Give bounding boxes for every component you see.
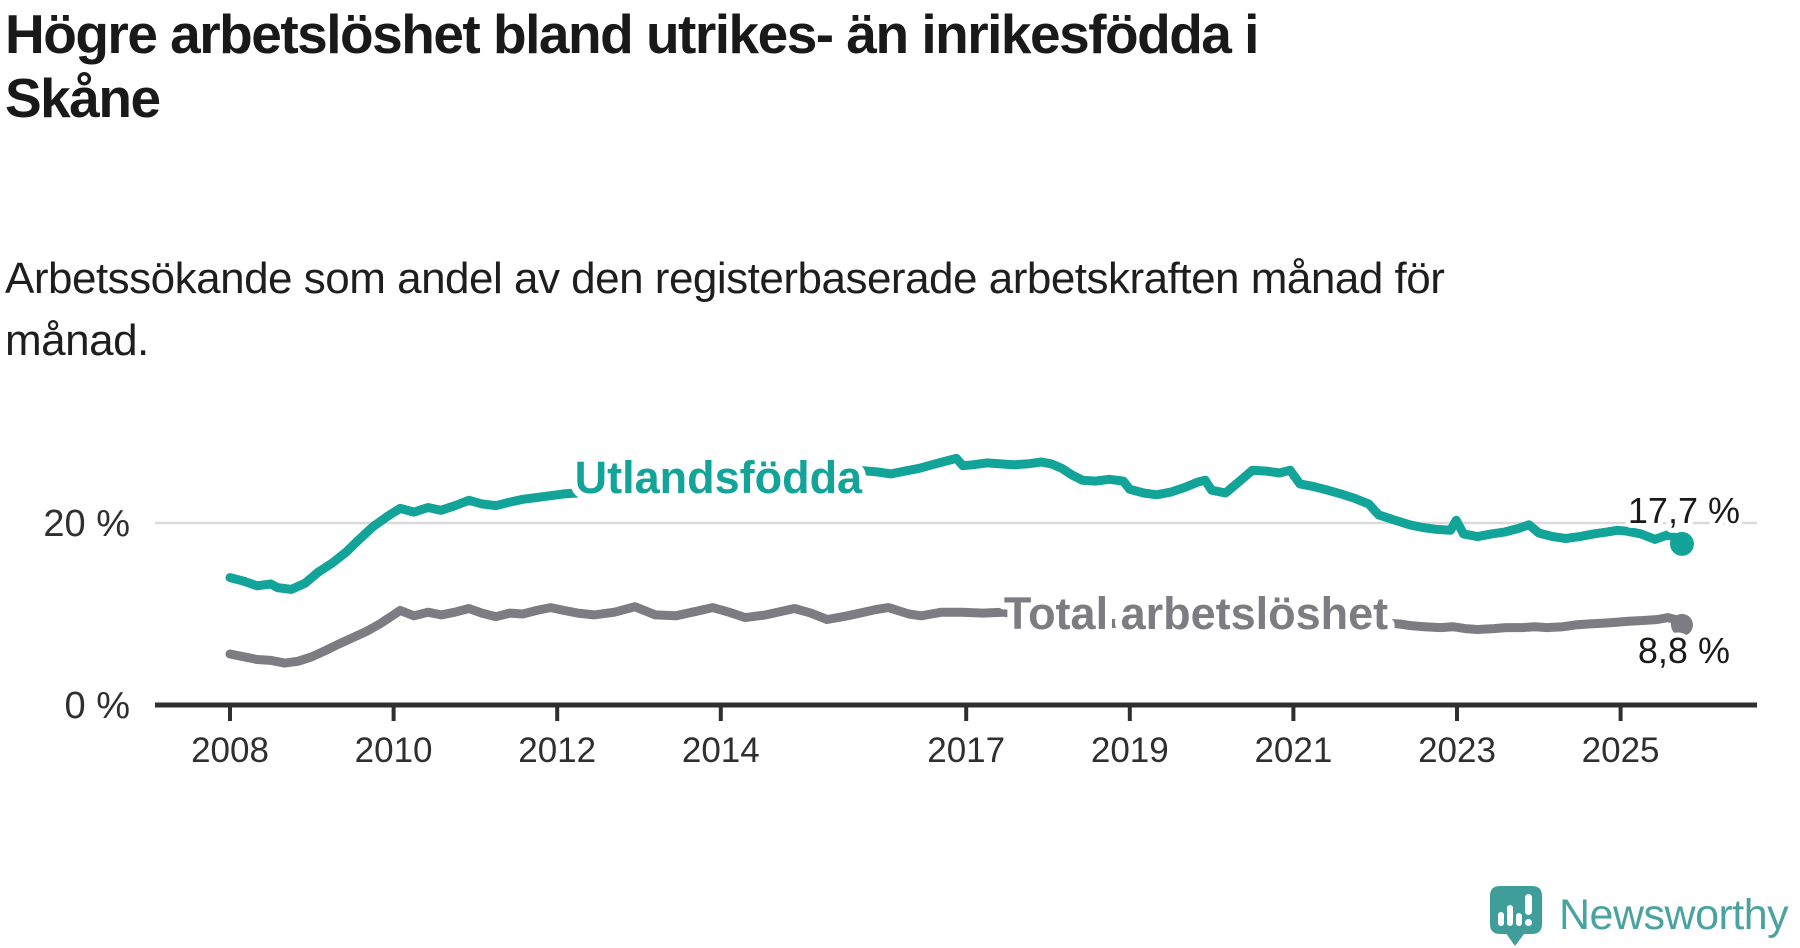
chart-title-line2: Skåne <box>5 67 161 129</box>
end-value-label-utlandsfodda: 17,7 % <box>1628 490 1740 531</box>
newsworthy-logo: Newsworthy <box>1490 886 1789 948</box>
chart-title: Högre arbetslöshet bland utrikes- än inr… <box>5 2 1259 130</box>
x-tick-label: 2017 <box>927 731 1005 770</box>
y-axis-label: 0 % <box>65 685 130 727</box>
newsworthy-logo-icon <box>1490 886 1542 946</box>
logo-exclamation-bar <box>1525 894 1532 915</box>
x-tick-label: 2014 <box>682 731 760 770</box>
series-label-utlandsfodda: Utlandsfödda <box>575 452 863 503</box>
x-tick-label: 2012 <box>518 731 596 770</box>
chart-subtitle-line2: månad. <box>5 316 149 365</box>
x-tick-label: 2023 <box>1418 731 1496 770</box>
chart-subtitle-line1: Arbetssökande som andel av den registerb… <box>5 254 1445 303</box>
x-tick-label: 2021 <box>1254 731 1332 770</box>
x-tick-label: 2008 <box>191 731 269 770</box>
series-line-utlandsfodda <box>225 453 1687 594</box>
end-value-label-total: 8,8 % <box>1638 630 1730 671</box>
x-tick-label: 2025 <box>1582 731 1660 770</box>
x-tick-label: 2019 <box>1091 731 1169 770</box>
newsworthy-logo-text: Newsworthy <box>1559 891 1789 939</box>
series-line-total <box>225 602 1687 668</box>
series-label-total: Total arbetslöshet <box>1004 588 1388 639</box>
series-endpoint-dot-utlandsfodda <box>1669 531 1694 556</box>
series-endpoint-dot-total <box>1670 613 1693 636</box>
logo-exclamation-dot <box>1525 919 1532 926</box>
chart-title-line1: Högre arbetslöshet bland utrikes- än inr… <box>5 3 1259 65</box>
y-axis-label: 20 % <box>43 503 130 545</box>
logo-bar-chart-icon <box>1498 894 1532 926</box>
x-tick-label: 2010 <box>355 731 433 770</box>
chart-subtitle: Arbetssökande som andel av den registerb… <box>5 248 1445 372</box>
